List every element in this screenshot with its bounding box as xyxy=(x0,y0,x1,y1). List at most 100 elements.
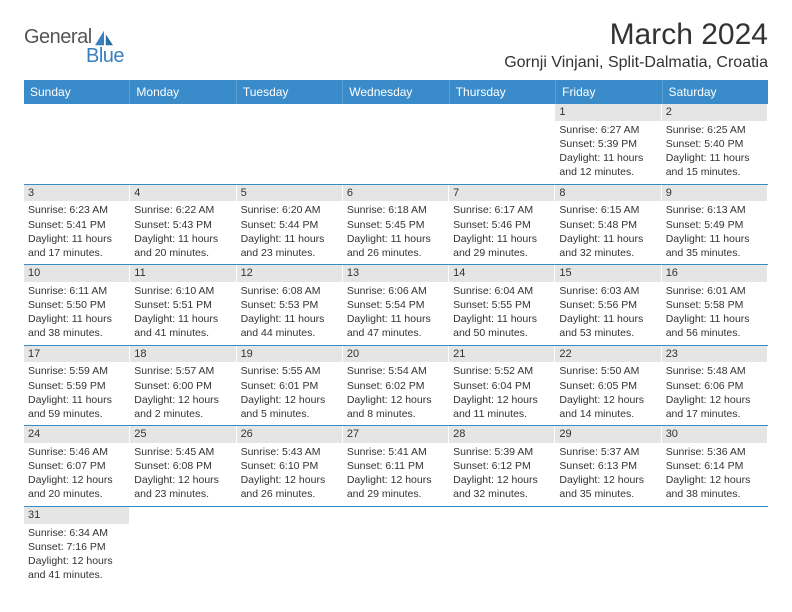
day-number: 6 xyxy=(343,185,448,202)
day-number: 14 xyxy=(449,265,554,282)
daylight-text: Daylight: 11 hours and 15 minutes. xyxy=(666,151,763,179)
daylight-text: Daylight: 11 hours and 26 minutes. xyxy=(347,232,444,260)
daylight-text: Daylight: 11 hours and 35 minutes. xyxy=(666,232,763,260)
week-row: 31Sunrise: 6:34 AMSunset: 7:16 PMDayligh… xyxy=(24,507,768,587)
weeks-container: 1Sunrise: 6:27 AMSunset: 5:39 PMDaylight… xyxy=(24,104,768,586)
sunrise-text: Sunrise: 6:23 AM xyxy=(28,203,125,217)
day-cell: 1Sunrise: 6:27 AMSunset: 5:39 PMDaylight… xyxy=(555,104,661,184)
logo-text-2: Blue xyxy=(86,45,124,68)
day-cell: 30Sunrise: 5:36 AMSunset: 6:14 PMDayligh… xyxy=(662,426,768,506)
sunrise-text: Sunrise: 5:37 AM xyxy=(559,445,656,459)
sunrise-text: Sunrise: 6:18 AM xyxy=(347,203,444,217)
day-cell: 21Sunrise: 5:52 AMSunset: 6:04 PMDayligh… xyxy=(449,346,555,426)
daylight-text: Daylight: 12 hours and 38 minutes. xyxy=(666,473,763,501)
day-cell: 26Sunrise: 5:43 AMSunset: 6:10 PMDayligh… xyxy=(237,426,343,506)
day-cell: 22Sunrise: 5:50 AMSunset: 6:05 PMDayligh… xyxy=(555,346,661,426)
dow-tuesday: Tuesday xyxy=(237,80,343,104)
day-cell xyxy=(449,507,555,587)
day-cell: 8Sunrise: 6:15 AMSunset: 5:48 PMDaylight… xyxy=(555,185,661,265)
sunrise-text: Sunrise: 6:13 AM xyxy=(666,203,763,217)
dow-monday: Monday xyxy=(130,80,236,104)
sunrise-text: Sunrise: 5:39 AM xyxy=(453,445,550,459)
sunset-text: Sunset: 5:50 PM xyxy=(28,298,125,312)
daylight-text: Daylight: 12 hours and 5 minutes. xyxy=(241,393,338,421)
sunrise-text: Sunrise: 6:06 AM xyxy=(347,284,444,298)
day-cell: 20Sunrise: 5:54 AMSunset: 6:02 PMDayligh… xyxy=(343,346,449,426)
sunset-text: Sunset: 5:56 PM xyxy=(559,298,656,312)
sunset-text: Sunset: 6:14 PM xyxy=(666,459,763,473)
day-cell xyxy=(237,507,343,587)
sunset-text: Sunset: 6:05 PM xyxy=(559,379,656,393)
dow-thursday: Thursday xyxy=(450,80,556,104)
day-cell: 7Sunrise: 6:17 AMSunset: 5:46 PMDaylight… xyxy=(449,185,555,265)
day-cell: 28Sunrise: 5:39 AMSunset: 6:12 PMDayligh… xyxy=(449,426,555,506)
sunset-text: Sunset: 5:39 PM xyxy=(559,137,656,151)
day-number: 29 xyxy=(555,426,660,443)
day-cell: 3Sunrise: 6:23 AMSunset: 5:41 PMDaylight… xyxy=(24,185,130,265)
daylight-text: Daylight: 12 hours and 23 minutes. xyxy=(134,473,231,501)
sunset-text: Sunset: 6:11 PM xyxy=(347,459,444,473)
day-number: 23 xyxy=(662,346,767,363)
sunset-text: Sunset: 6:07 PM xyxy=(28,459,125,473)
day-number: 24 xyxy=(24,426,129,443)
day-cell: 5Sunrise: 6:20 AMSunset: 5:44 PMDaylight… xyxy=(237,185,343,265)
day-cell: 6Sunrise: 6:18 AMSunset: 5:45 PMDaylight… xyxy=(343,185,449,265)
daylight-text: Daylight: 11 hours and 23 minutes. xyxy=(241,232,338,260)
logo: GeneralBlue xyxy=(24,18,124,68)
day-cell xyxy=(662,507,768,587)
day-number: 7 xyxy=(449,185,554,202)
day-of-week-row: Sunday Monday Tuesday Wednesday Thursday… xyxy=(24,80,768,104)
daylight-text: Daylight: 11 hours and 56 minutes. xyxy=(666,312,763,340)
sunset-text: Sunset: 6:06 PM xyxy=(666,379,763,393)
title-block: March 2024 Gornji Vinjani, Split-Dalmati… xyxy=(504,18,768,72)
daylight-text: Daylight: 12 hours and 20 minutes. xyxy=(28,473,125,501)
day-cell: 4Sunrise: 6:22 AMSunset: 5:43 PMDaylight… xyxy=(130,185,236,265)
week-row: 10Sunrise: 6:11 AMSunset: 5:50 PMDayligh… xyxy=(24,265,768,346)
sunrise-text: Sunrise: 6:17 AM xyxy=(453,203,550,217)
day-number: 31 xyxy=(24,507,129,524)
day-number: 5 xyxy=(237,185,342,202)
sunset-text: Sunset: 6:10 PM xyxy=(241,459,338,473)
week-row: 1Sunrise: 6:27 AMSunset: 5:39 PMDaylight… xyxy=(24,104,768,185)
sunset-text: Sunset: 6:01 PM xyxy=(241,379,338,393)
sunrise-text: Sunrise: 6:27 AM xyxy=(559,123,656,137)
day-cell: 31Sunrise: 6:34 AMSunset: 7:16 PMDayligh… xyxy=(24,507,130,587)
sunrise-text: Sunrise: 6:08 AM xyxy=(241,284,338,298)
sunset-text: Sunset: 5:45 PM xyxy=(347,218,444,232)
sunrise-text: Sunrise: 5:57 AM xyxy=(134,364,231,378)
sunset-text: Sunset: 5:43 PM xyxy=(134,218,231,232)
day-cell: 9Sunrise: 6:13 AMSunset: 5:49 PMDaylight… xyxy=(662,185,768,265)
day-number: 9 xyxy=(662,185,767,202)
calendar: Sunday Monday Tuesday Wednesday Thursday… xyxy=(24,80,768,586)
day-number: 2 xyxy=(662,104,767,121)
logo-text-1: General xyxy=(24,26,92,49)
day-cell: 24 Sunrise: 5:46 AMSunset: 6:07 PMDayligh… xyxy=(24,426,130,506)
day-number: 28 xyxy=(449,426,554,443)
daylight-text: Daylight: 12 hours and 2 minutes. xyxy=(134,393,231,421)
sunrise-text: Sunrise: 6:34 AM xyxy=(28,526,125,540)
sunrise-text: Sunrise: 6:04 AM xyxy=(453,284,550,298)
sunrise-text: Sunrise: 6:15 AM xyxy=(559,203,656,217)
daylight-text: Daylight: 12 hours and 17 minutes. xyxy=(666,393,763,421)
daylight-text: Daylight: 11 hours and 53 minutes. xyxy=(559,312,656,340)
sunrise-text: Sunrise: 5:46 AM xyxy=(28,445,125,459)
daylight-text: Daylight: 11 hours and 47 minutes. xyxy=(347,312,444,340)
daylight-text: Daylight: 11 hours and 38 minutes. xyxy=(28,312,125,340)
header: GeneralBlue March 2024 Gornji Vinjani, S… xyxy=(24,18,768,72)
week-row: 17Sunrise: 5:59 AMSunset: 5:59 PMDayligh… xyxy=(24,346,768,427)
day-number: 4 xyxy=(130,185,235,202)
sunrise-text: Sunrise: 5:59 AM xyxy=(28,364,125,378)
sunset-text: Sunset: 5:40 PM xyxy=(666,137,763,151)
sunrise-text: Sunrise: 5:52 AM xyxy=(453,364,550,378)
daylight-text: Daylight: 11 hours and 44 minutes. xyxy=(241,312,338,340)
dow-wednesday: Wednesday xyxy=(343,80,449,104)
day-cell: 25Sunrise: 5:45 AMSunset: 6:08 PMDayligh… xyxy=(130,426,236,506)
sunrise-text: Sunrise: 6:01 AM xyxy=(666,284,763,298)
dow-saturday: Saturday xyxy=(663,80,768,104)
daylight-text: Daylight: 11 hours and 41 minutes. xyxy=(134,312,231,340)
daylight-text: Daylight: 12 hours and 35 minutes. xyxy=(559,473,656,501)
daylight-text: Daylight: 12 hours and 14 minutes. xyxy=(559,393,656,421)
sunset-text: Sunset: 6:00 PM xyxy=(134,379,231,393)
day-number: 22 xyxy=(555,346,660,363)
sunrise-text: Sunrise: 5:50 AM xyxy=(559,364,656,378)
